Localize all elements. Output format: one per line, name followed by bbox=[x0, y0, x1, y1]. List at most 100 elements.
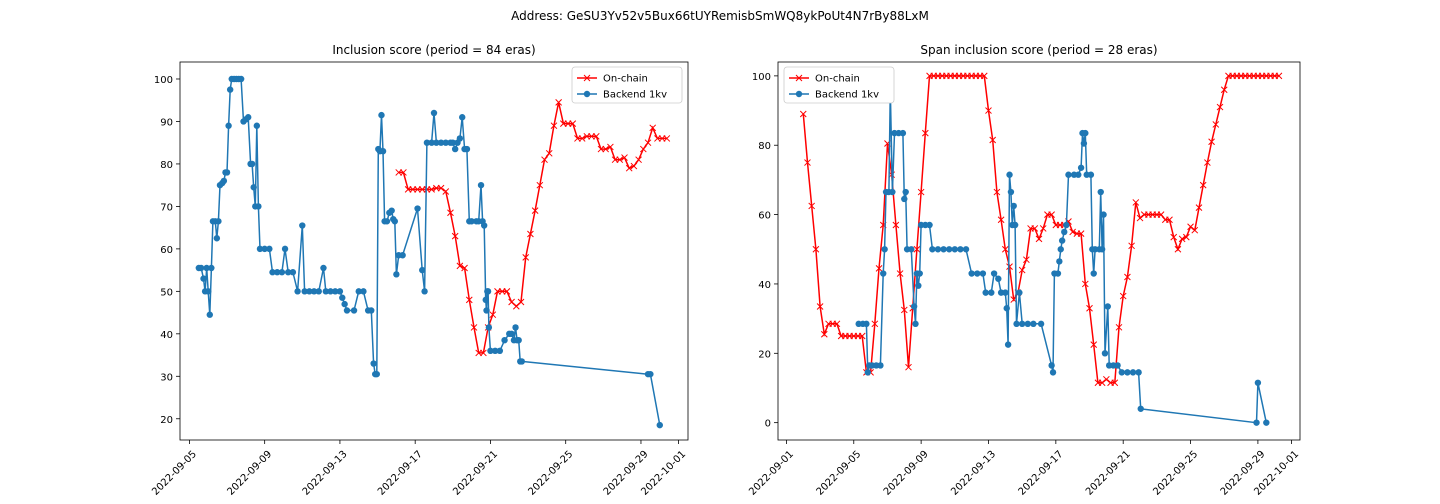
data-point bbox=[1030, 320, 1037, 328]
data-point bbox=[225, 122, 232, 129]
legend-marker bbox=[583, 74, 591, 82]
series-line bbox=[802, 75, 1279, 384]
data-point bbox=[274, 269, 281, 276]
x-tick-label: 2022-09-01 bbox=[747, 449, 796, 498]
data-point bbox=[833, 320, 841, 328]
legend-marker bbox=[795, 74, 803, 82]
data-point bbox=[373, 370, 380, 378]
data-point bbox=[993, 188, 1001, 196]
data-point bbox=[988, 289, 995, 296]
data-point bbox=[900, 306, 908, 314]
y-tick-label: 50 bbox=[160, 287, 173, 298]
data-point bbox=[1023, 256, 1030, 264]
data-point bbox=[808, 202, 816, 210]
data-point bbox=[1048, 362, 1055, 369]
data-point bbox=[393, 271, 400, 278]
data-point bbox=[905, 363, 912, 371]
series-backend-1kv bbox=[855, 86, 1270, 426]
x-tick-label: 2022-09-05 bbox=[815, 449, 864, 498]
data-point bbox=[339, 294, 346, 301]
data-point bbox=[1098, 246, 1106, 253]
data-point bbox=[647, 370, 654, 378]
data-point bbox=[1063, 221, 1070, 229]
series-line bbox=[858, 89, 1268, 424]
data-point bbox=[908, 246, 915, 253]
data-point bbox=[388, 207, 395, 214]
data-point bbox=[414, 205, 421, 212]
data-point bbox=[200, 275, 207, 282]
data-point bbox=[541, 156, 548, 164]
legend-label: Backend 1kv bbox=[815, 90, 879, 101]
data-point bbox=[812, 245, 820, 253]
data-point bbox=[1006, 263, 1013, 270]
data-point bbox=[437, 139, 445, 146]
data-point bbox=[508, 330, 515, 338]
data-point bbox=[527, 230, 534, 238]
data-point bbox=[266, 245, 273, 253]
data-point bbox=[447, 209, 454, 217]
data-point bbox=[1174, 245, 1182, 253]
data-point bbox=[1208, 138, 1215, 146]
data-point bbox=[892, 221, 900, 229]
x-tick-label: 2022-09-21 bbox=[1084, 449, 1133, 498]
data-point bbox=[569, 120, 577, 127]
x-tick-label: 2022-09-17 bbox=[1017, 449, 1066, 498]
data-point bbox=[1003, 305, 1010, 312]
data-point bbox=[485, 324, 493, 331]
data-point bbox=[1061, 228, 1068, 236]
data-point bbox=[926, 221, 933, 229]
data-point bbox=[1016, 289, 1023, 296]
data-point bbox=[1004, 341, 1012, 348]
data-point bbox=[370, 360, 377, 367]
y-tick-label: 40 bbox=[758, 280, 771, 291]
data-point bbox=[255, 203, 262, 210]
data-point bbox=[1031, 225, 1039, 232]
series-on-chain bbox=[799, 72, 1283, 387]
data-point bbox=[940, 246, 947, 253]
x-tick-label: 2022-09-09 bbox=[225, 449, 274, 498]
data-point bbox=[871, 320, 879, 328]
data-point bbox=[512, 324, 519, 331]
data-point bbox=[555, 98, 563, 106]
data-point bbox=[1081, 280, 1089, 288]
data-point bbox=[550, 122, 558, 130]
series-line bbox=[198, 78, 661, 426]
data-point bbox=[916, 270, 923, 277]
data-point bbox=[880, 270, 887, 277]
data-point bbox=[997, 216, 1005, 224]
data-point bbox=[663, 135, 671, 142]
data-point bbox=[419, 266, 426, 274]
data-point bbox=[518, 358, 526, 365]
data-point bbox=[1275, 72, 1283, 80]
data-point bbox=[336, 288, 344, 295]
y-tick-label: 20 bbox=[758, 349, 771, 360]
data-point bbox=[1199, 181, 1207, 189]
data-point bbox=[1216, 103, 1224, 111]
data-point bbox=[1263, 419, 1270, 426]
data-point bbox=[1124, 273, 1131, 281]
data-point bbox=[483, 307, 490, 314]
data-point bbox=[995, 275, 1002, 282]
data-point bbox=[921, 129, 929, 137]
x-tick-label: 2022-09-25 bbox=[1151, 449, 1200, 498]
data-point bbox=[1204, 159, 1211, 166]
legend-label: On-chain bbox=[815, 74, 860, 85]
data-point bbox=[456, 135, 464, 142]
data-point bbox=[1254, 379, 1262, 386]
data-point bbox=[980, 72, 988, 80]
data-point bbox=[799, 110, 807, 118]
data-point bbox=[1011, 221, 1019, 229]
data-point bbox=[480, 349, 487, 357]
data-point bbox=[644, 139, 652, 147]
data-point bbox=[974, 270, 981, 277]
data-point bbox=[315, 288, 322, 295]
data-point bbox=[1013, 320, 1020, 328]
data-point bbox=[437, 184, 445, 192]
data-point bbox=[896, 270, 904, 277]
data-point bbox=[639, 145, 647, 153]
data-point bbox=[1075, 171, 1082, 178]
data-point bbox=[360, 288, 367, 295]
data-point bbox=[889, 188, 896, 196]
data-point bbox=[480, 222, 488, 229]
data-point bbox=[1056, 258, 1063, 265]
